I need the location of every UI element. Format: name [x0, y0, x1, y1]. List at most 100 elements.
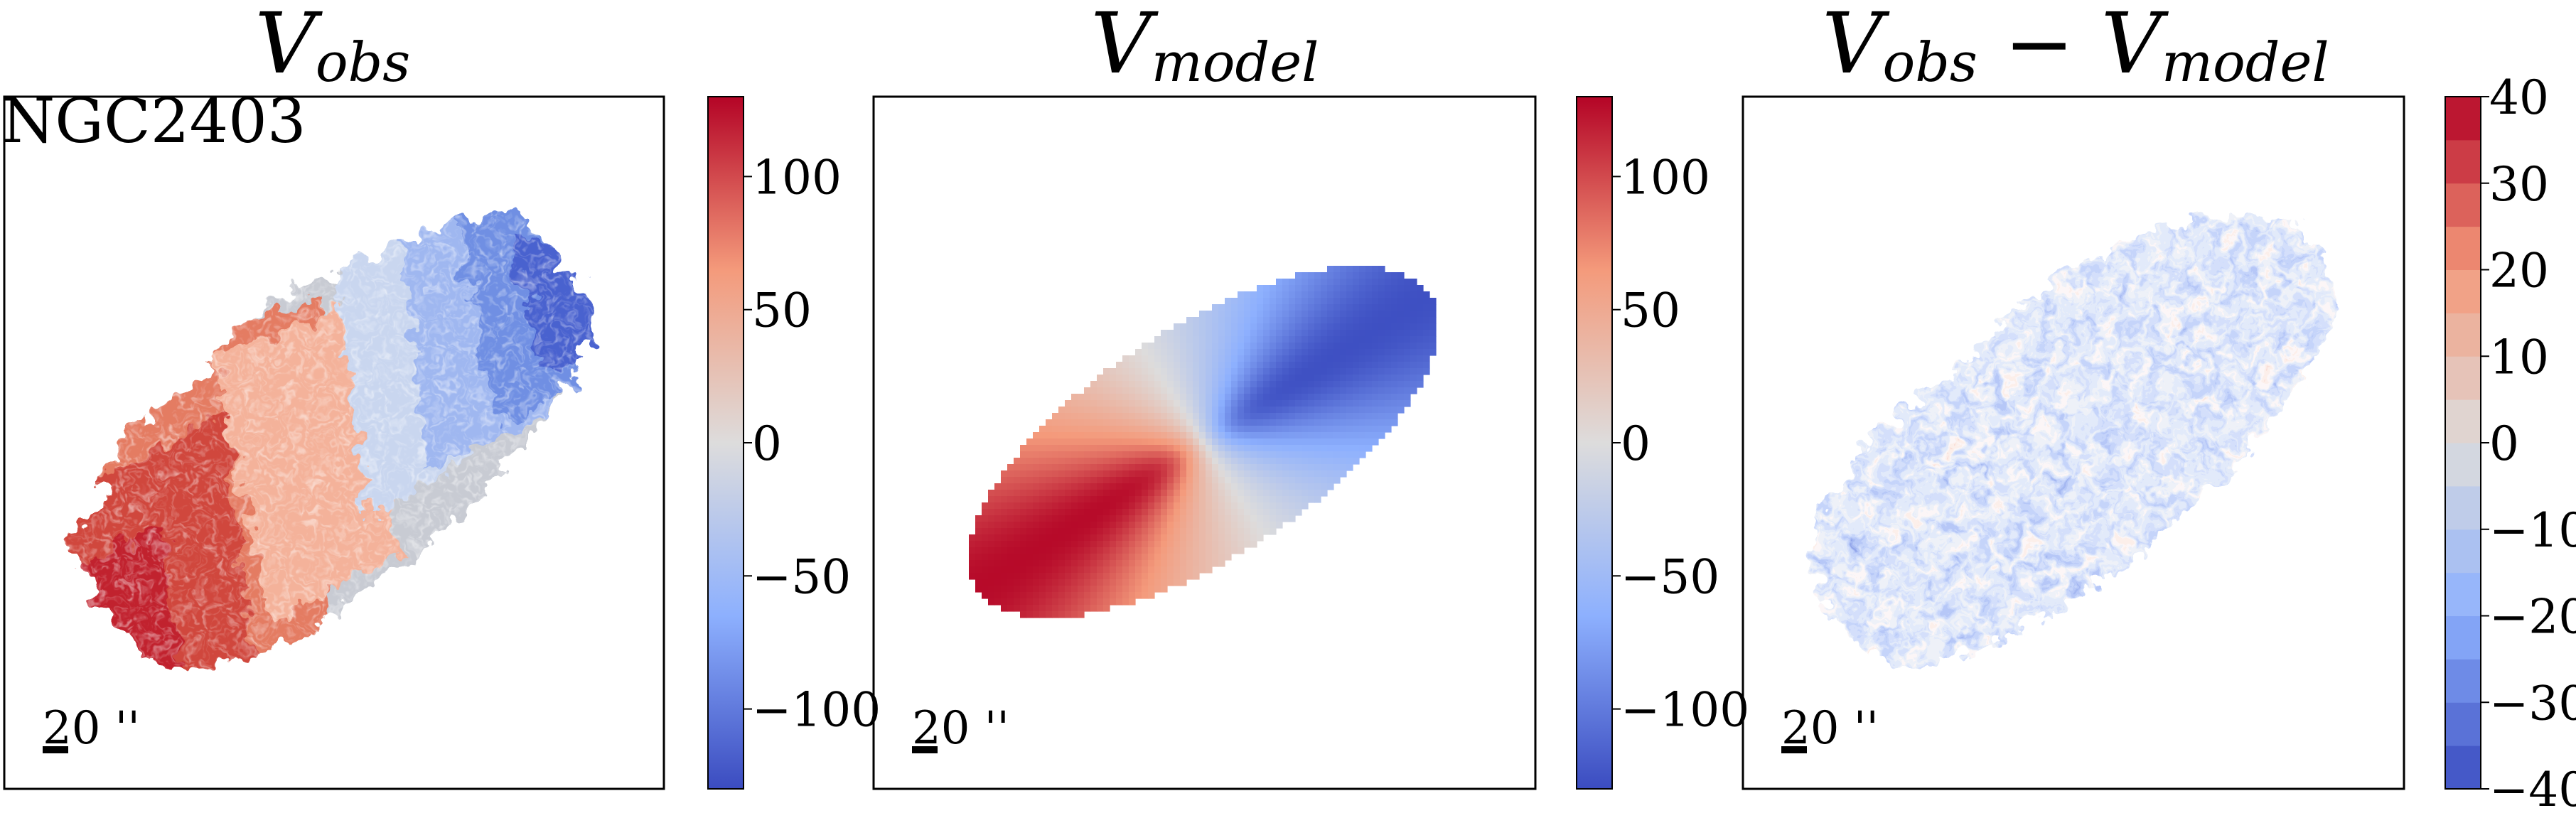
model-velocity-pixel [1065, 502, 1072, 510]
model-velocity-pixel [1097, 573, 1104, 580]
model-velocity-pixel [1346, 343, 1353, 350]
model-velocity-pixel [1014, 598, 1021, 606]
model-velocity-pixel [1333, 343, 1341, 350]
model-velocity-pixel [1282, 509, 1289, 516]
model-velocity-pixel [1218, 407, 1225, 414]
model-velocity-pixel [1078, 573, 1085, 580]
model-velocity-pixel [1116, 579, 1123, 586]
model-velocity-pixel [1218, 355, 1225, 362]
model-velocity-pixel [1110, 586, 1117, 593]
model-velocity-pixel [1231, 343, 1238, 350]
model-velocity-pixel [1218, 445, 1225, 452]
model-velocity-pixel [1340, 311, 1347, 318]
model-velocity-pixel [1058, 611, 1066, 618]
model-velocity-pixel [1263, 432, 1270, 439]
model-velocity-pixel [1257, 400, 1264, 407]
model-velocity-pixel [1282, 432, 1289, 439]
model-velocity-pixel [1250, 426, 1257, 433]
model-velocity-pixel [1135, 547, 1142, 554]
model-velocity-pixel [1270, 445, 1277, 452]
model-velocity-pixel [1282, 445, 1289, 452]
model-velocity-pixel [1046, 509, 1053, 516]
model-velocity-pixel [1129, 375, 1136, 382]
model-velocity-pixel [975, 541, 982, 548]
model-velocity-pixel [1263, 490, 1270, 497]
model-velocity-pixel [1314, 323, 1321, 330]
model-velocity-pixel [1116, 407, 1123, 414]
model-velocity-pixel [1078, 490, 1085, 497]
model-velocity-pixel [1238, 407, 1245, 414]
model-velocity-pixel [1218, 400, 1225, 407]
model-velocity-pixel [1186, 490, 1193, 497]
model-velocity-pixel [1065, 547, 1072, 554]
model-velocity-pixel [1135, 458, 1142, 465]
model-velocity-pixel [1276, 407, 1283, 414]
model-velocity-pixel [1116, 586, 1123, 593]
model-velocity-pixel [1148, 579, 1155, 586]
model-velocity-pixel [1353, 394, 1360, 401]
model-velocity-pixel [1007, 598, 1014, 606]
model-velocity-pixel [1186, 387, 1193, 394]
model-velocity-pixel [1071, 554, 1078, 561]
model-velocity-pixel [1404, 387, 1411, 394]
model-velocity-pixel [1161, 413, 1168, 420]
model-velocity-pixel [1193, 509, 1200, 516]
model-velocity-pixel [1327, 381, 1334, 388]
model-velocity-pixel [1148, 387, 1155, 394]
model-velocity-pixel [1065, 419, 1072, 426]
model-velocity-pixel [1212, 343, 1219, 350]
model-velocity-pixel [1052, 509, 1059, 516]
model-velocity-pixel [1295, 464, 1302, 471]
model-velocity-pixel [1289, 375, 1296, 382]
model-velocity-pixel [1423, 298, 1430, 305]
model-velocity-pixel [1193, 547, 1200, 554]
model-velocity-pixel [1218, 375, 1225, 382]
model-velocity-pixel [1065, 490, 1072, 497]
model-velocity-pixel [1218, 413, 1225, 420]
model-velocity-pixel [1154, 451, 1161, 458]
model-velocity-pixel [975, 566, 982, 574]
model-velocity-pixel [1397, 304, 1405, 311]
model-velocity-pixel [1302, 426, 1309, 433]
model-velocity-pixel [1103, 387, 1110, 394]
model-velocity-pixel [1180, 451, 1187, 458]
model-velocity-pixel [1052, 579, 1059, 586]
model-velocity-pixel [1385, 291, 1392, 298]
model-velocity-pixel [1250, 304, 1257, 311]
model-velocity-pixel [1071, 432, 1078, 439]
model-velocity-pixel [1078, 605, 1085, 612]
model-velocity-pixel [1122, 394, 1129, 401]
model-velocity-pixel [1295, 432, 1302, 439]
model-velocity-pixel [1270, 343, 1277, 350]
model-velocity-pixel [1161, 470, 1168, 478]
model-velocity-pixel [1397, 375, 1405, 382]
model-velocity-pixel [1410, 291, 1417, 298]
model-velocity-pixel [1327, 330, 1334, 337]
model-velocity-pixel [1167, 419, 1174, 426]
model-velocity-pixel [1058, 522, 1066, 529]
model-velocity-pixel [1116, 483, 1123, 490]
model-velocity-pixel [1308, 336, 1315, 343]
model-velocity-pixel [1103, 477, 1110, 484]
model-velocity-pixel [1199, 438, 1206, 446]
model-velocity-pixel [1289, 483, 1296, 490]
model-velocity-pixel [1327, 349, 1334, 356]
model-velocity-pixel [1385, 362, 1392, 369]
model-velocity-pixel [1276, 323, 1283, 330]
model-velocity-pixel [1270, 400, 1277, 407]
model-velocity-pixel [1001, 509, 1008, 516]
model-velocity-pixel [1007, 483, 1014, 490]
model-velocity-pixel [1097, 534, 1104, 542]
model-velocity-pixel [1391, 349, 1398, 356]
model-velocity-pixel [1039, 490, 1046, 497]
model-velocity-pixel [1084, 483, 1091, 490]
model-velocity-pixel [1135, 502, 1142, 510]
model-velocity-pixel [1007, 522, 1014, 529]
model-velocity-pixel [1333, 330, 1341, 337]
model-velocity-pixel [1014, 528, 1021, 535]
model-velocity-pixel [1097, 554, 1104, 561]
model-velocity-pixel [1359, 407, 1366, 414]
model-velocity-pixel [1270, 496, 1277, 503]
model-velocity-pixel [1295, 496, 1302, 503]
colorbar-tick-label: −10 [2489, 503, 2576, 558]
